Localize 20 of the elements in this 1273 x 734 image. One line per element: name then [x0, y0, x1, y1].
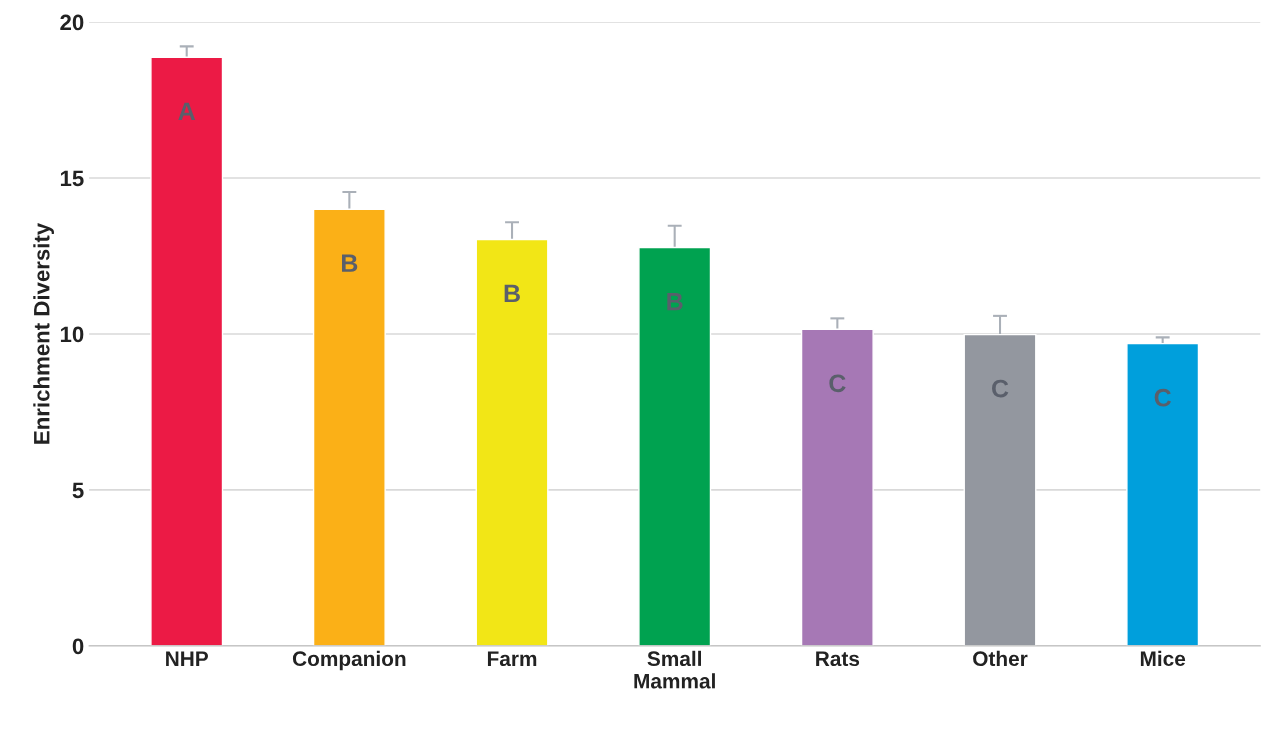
y-tick-label: 10	[60, 326, 84, 343]
annotation: A	[178, 102, 196, 120]
annotation: C	[1154, 388, 1172, 407]
annotation: B	[504, 284, 520, 303]
annotation: B	[667, 292, 683, 311]
x-tick-label: NHP	[166, 651, 208, 666]
y-tick-label: 5	[72, 482, 84, 499]
y-tick-label: 15	[60, 170, 84, 187]
annotation: C	[992, 379, 1009, 398]
x-tick-label: Small Mammal	[634, 650, 715, 689]
x-tick-label: Farm	[487, 651, 537, 667]
annotation: C	[829, 374, 846, 393]
y-tick-label: 20	[60, 14, 84, 31]
y-tick-label: 0	[72, 638, 84, 655]
x-tick-label: Companion	[292, 650, 406, 671]
x-tick-label: Rats	[816, 651, 860, 667]
x-tick-label: Mice	[1140, 650, 1186, 667]
annotation: B	[342, 254, 358, 272]
y-axis-title: Enrichment Diversity	[33, 222, 54, 444]
x-tick-label: Other	[973, 650, 1028, 667]
